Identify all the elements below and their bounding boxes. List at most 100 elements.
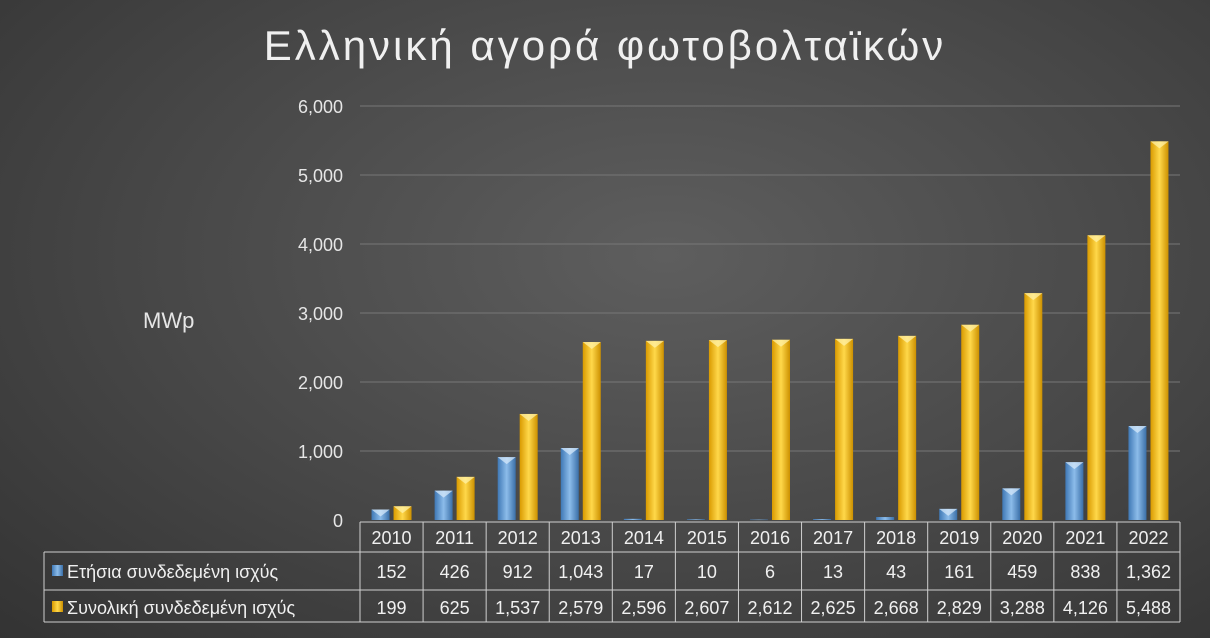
bar-bevel	[1128, 426, 1147, 434]
data-label: 17	[634, 562, 654, 582]
bar-bevel	[1002, 488, 1021, 496]
legend-key-cumulative	[52, 601, 63, 612]
data-label: 13	[823, 562, 843, 582]
data-label: 2,612	[747, 598, 792, 618]
bar-annual-2018	[876, 517, 895, 520]
bar-annual-2012	[497, 457, 516, 520]
x-tick-label: 2015	[687, 528, 727, 548]
data-label: 4,126	[1063, 598, 1108, 618]
bar-bevel	[371, 509, 390, 517]
y-tick-label: 6,000	[298, 97, 343, 117]
bar-bevel	[434, 490, 453, 498]
data-label: 5,488	[1126, 598, 1171, 618]
bar-cumulative-2016	[772, 339, 790, 520]
legend-label: Συνολική συνδεδεμένη ισχύς	[67, 598, 295, 618]
legend-label: Ετήσια συνδεδεμένη ισχύς	[67, 562, 278, 582]
bar-cumulative-2021	[1087, 235, 1106, 520]
data-label: 1,537	[495, 598, 540, 618]
bar-bevel	[456, 476, 475, 484]
bar-annual-2016	[750, 519, 768, 521]
data-label: 625	[440, 598, 470, 618]
data-label: 199	[377, 598, 407, 618]
x-tick-label: 2019	[939, 528, 979, 548]
bar-bevel	[497, 457, 516, 465]
x-tick-label: 2010	[372, 528, 412, 548]
data-label: 10	[697, 562, 717, 582]
bar-bevel	[898, 335, 917, 343]
bar-bevel	[939, 508, 958, 516]
data-label: 838	[1070, 562, 1100, 582]
bar-bevel	[961, 324, 980, 332]
bar-bevel	[1024, 293, 1043, 301]
bar-annual-2017	[813, 519, 832, 520]
bar-annual-2015	[686, 519, 705, 520]
bar-bevel	[772, 339, 790, 347]
y-tick-label: 1,000	[298, 442, 343, 462]
grid-lines	[360, 105, 1180, 452]
data-label: 459	[1007, 562, 1037, 582]
data-label: 2,668	[874, 598, 919, 618]
bar-cumulative-2020	[1024, 293, 1043, 520]
bar-bevel	[582, 342, 601, 350]
y-tick-label: 5,000	[298, 166, 343, 186]
data-label: 3,288	[1000, 598, 1045, 618]
x-tick-label: 2013	[561, 528, 601, 548]
bar-bevel	[708, 340, 727, 348]
data-label: 2,625	[811, 598, 856, 618]
bar-bevel	[393, 506, 412, 514]
data-label: 2,579	[558, 598, 603, 618]
bar-annual-2021	[1065, 462, 1084, 520]
bar-bevel	[519, 413, 538, 421]
y-tick-label: 2,000	[298, 373, 343, 393]
bar-bevel	[560, 448, 579, 456]
data-label: 161	[944, 562, 974, 582]
y-tick-label: 3,000	[298, 304, 343, 324]
bar-cumulative-2012	[519, 413, 538, 520]
bar-bevel	[1150, 141, 1169, 149]
data-label: 2,829	[937, 598, 982, 618]
chart-title: Ελληνική αγορά φωτοβολταϊκών	[263, 22, 947, 69]
bars	[371, 141, 1169, 521]
y-axis-label: MWp	[143, 308, 195, 333]
data-label: 2,596	[621, 598, 666, 618]
bar-cumulative-2014	[645, 340, 664, 520]
x-tick-label: 2018	[876, 528, 916, 548]
bar-annual-2011	[434, 490, 453, 520]
data-label: 152	[377, 562, 407, 582]
bar-cumulative-2011	[456, 476, 475, 520]
bar-cumulative-2015	[708, 340, 727, 520]
y-tick-label: 4,000	[298, 235, 343, 255]
data-label: 6	[765, 562, 775, 582]
x-tick-label: 2012	[498, 528, 538, 548]
legend-key-annual	[52, 565, 63, 576]
bar-cumulative-2019	[961, 324, 980, 520]
x-tick-label: 2014	[624, 528, 664, 548]
bar-cumulative-2022	[1150, 141, 1169, 520]
data-label: 426	[440, 562, 470, 582]
y-tick-label: 0	[333, 511, 343, 531]
data-table: 2010 2011 2012 2013 2014 2015 2016 2017 2018 2019…	[43, 521, 1181, 623]
data-label: 1,362	[1126, 562, 1171, 582]
bar-annual-2014	[623, 518, 642, 520]
x-tick-label: 2021	[1065, 528, 1105, 548]
bar-annual-2020	[1002, 488, 1021, 520]
bar-bevel	[645, 340, 664, 348]
bar-cumulative-2017	[835, 338, 854, 520]
bar-bevel	[1065, 462, 1084, 470]
bar-cumulative-2018	[898, 335, 917, 520]
bar-annual-2013	[560, 448, 579, 520]
data-label: 1,043	[558, 562, 603, 582]
x-tick-label: 2017	[813, 528, 853, 548]
x-tick-label: 2022	[1128, 528, 1168, 548]
y-axis-ticks: 0 1,000 2,000 3,000 4,000 5,000 6,000	[298, 97, 343, 531]
bar-bevel	[1087, 235, 1106, 243]
x-tick-label: 2020	[1002, 528, 1042, 548]
data-label: 43	[886, 562, 906, 582]
bar-bevel	[835, 338, 854, 346]
x-tick-label: 2011	[435, 528, 474, 548]
x-tick-label: 2016	[750, 528, 790, 548]
bar-cumulative-2013	[582, 342, 601, 520]
bar-annual-2022	[1128, 426, 1147, 520]
data-label: 2,607	[684, 598, 729, 618]
